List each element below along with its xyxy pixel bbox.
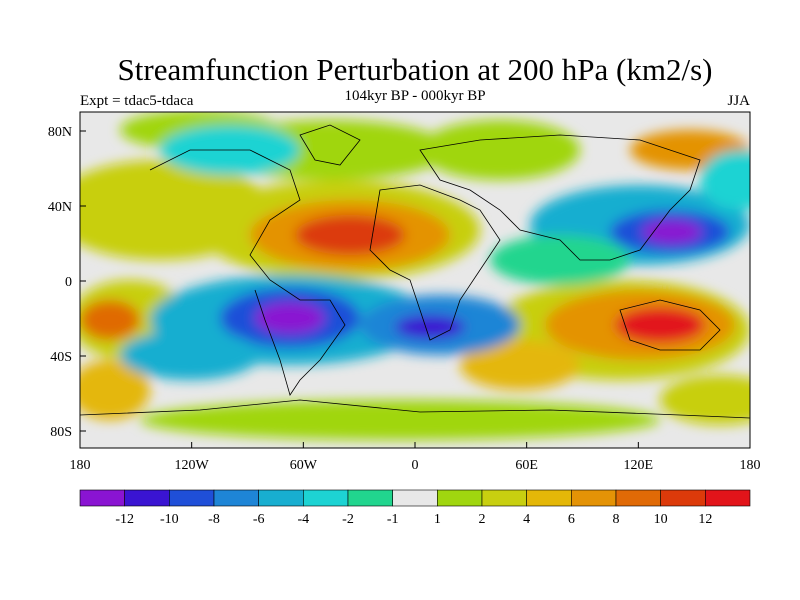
lon-tick-label: 180	[740, 458, 761, 473]
colorbar-swatch	[615, 489, 661, 507]
lon-tick-label: 0	[412, 458, 419, 473]
colorbar-label: -2	[342, 512, 354, 527]
lat-tick-label: 40S	[50, 350, 72, 365]
colorbar-swatch	[347, 489, 393, 507]
colorbar-swatch	[169, 489, 215, 507]
colorbar-label: 8	[613, 512, 620, 527]
colorbar: -12 -10 -8 -6 -4 -2 -1 1 2 4 6 8 10 12	[79, 489, 751, 527]
lon-tick-label: 120E	[624, 458, 654, 473]
lon-tick-label: 180	[70, 458, 91, 473]
colorbar-swatch	[303, 489, 349, 507]
colorbar-label: -6	[253, 512, 265, 527]
lon-tick-label: 60W	[290, 458, 318, 473]
colorbar-label: -8	[208, 512, 220, 527]
colorbar-swatch	[124, 489, 170, 507]
lon-tick-label: 60E	[515, 458, 538, 473]
map-title: Streamfunction Perturbation at 200 hPa (…	[117, 52, 713, 87]
experiment-label: Expt = tdac5-tdaca	[80, 93, 194, 109]
colorbar-swatch	[660, 489, 706, 507]
colorbar-label: 2	[479, 512, 486, 527]
colorbar-swatch	[705, 489, 751, 507]
lat-tick-label: 80N	[48, 125, 72, 140]
lon-tick-label: 120W	[175, 458, 210, 473]
coastlines	[80, 124, 750, 419]
lat-tick-label: 40N	[48, 200, 72, 215]
colorbar-label: 1	[434, 512, 441, 527]
colorbar-label: 12	[698, 512, 712, 527]
colorbar-label: 10	[654, 512, 668, 527]
colorbar-label: -4	[297, 512, 309, 527]
colorbar-label: 4	[523, 512, 530, 527]
colorbar-swatch	[258, 489, 304, 507]
colorbar-swatch	[392, 489, 438, 507]
colorbar-label: -10	[160, 512, 179, 527]
colorbar-label: -12	[115, 512, 134, 527]
season-label: JJA	[727, 93, 750, 109]
colorbar-swatch	[79, 489, 125, 507]
colorbar-swatch	[526, 489, 572, 507]
lat-tick-label: 0	[65, 275, 72, 290]
contour-field	[80, 112, 750, 448]
colorbar-label: 6	[568, 512, 575, 527]
colorbar-label: -1	[387, 512, 399, 527]
colorbar-swatch	[481, 489, 527, 507]
colorbar-swatch	[571, 489, 617, 507]
lat-tick-label: 80S	[50, 425, 72, 440]
colorbar-swatch	[437, 489, 483, 507]
map-subtitle: 104kyr BP - 000kyr BP	[344, 88, 486, 104]
longitude-axis: 180 120W 60W 0 60E 120E 180	[70, 442, 761, 473]
colorbar-swatch	[213, 489, 259, 507]
latitude-axis: 80N 40N 0 40S 80S	[48, 125, 86, 440]
